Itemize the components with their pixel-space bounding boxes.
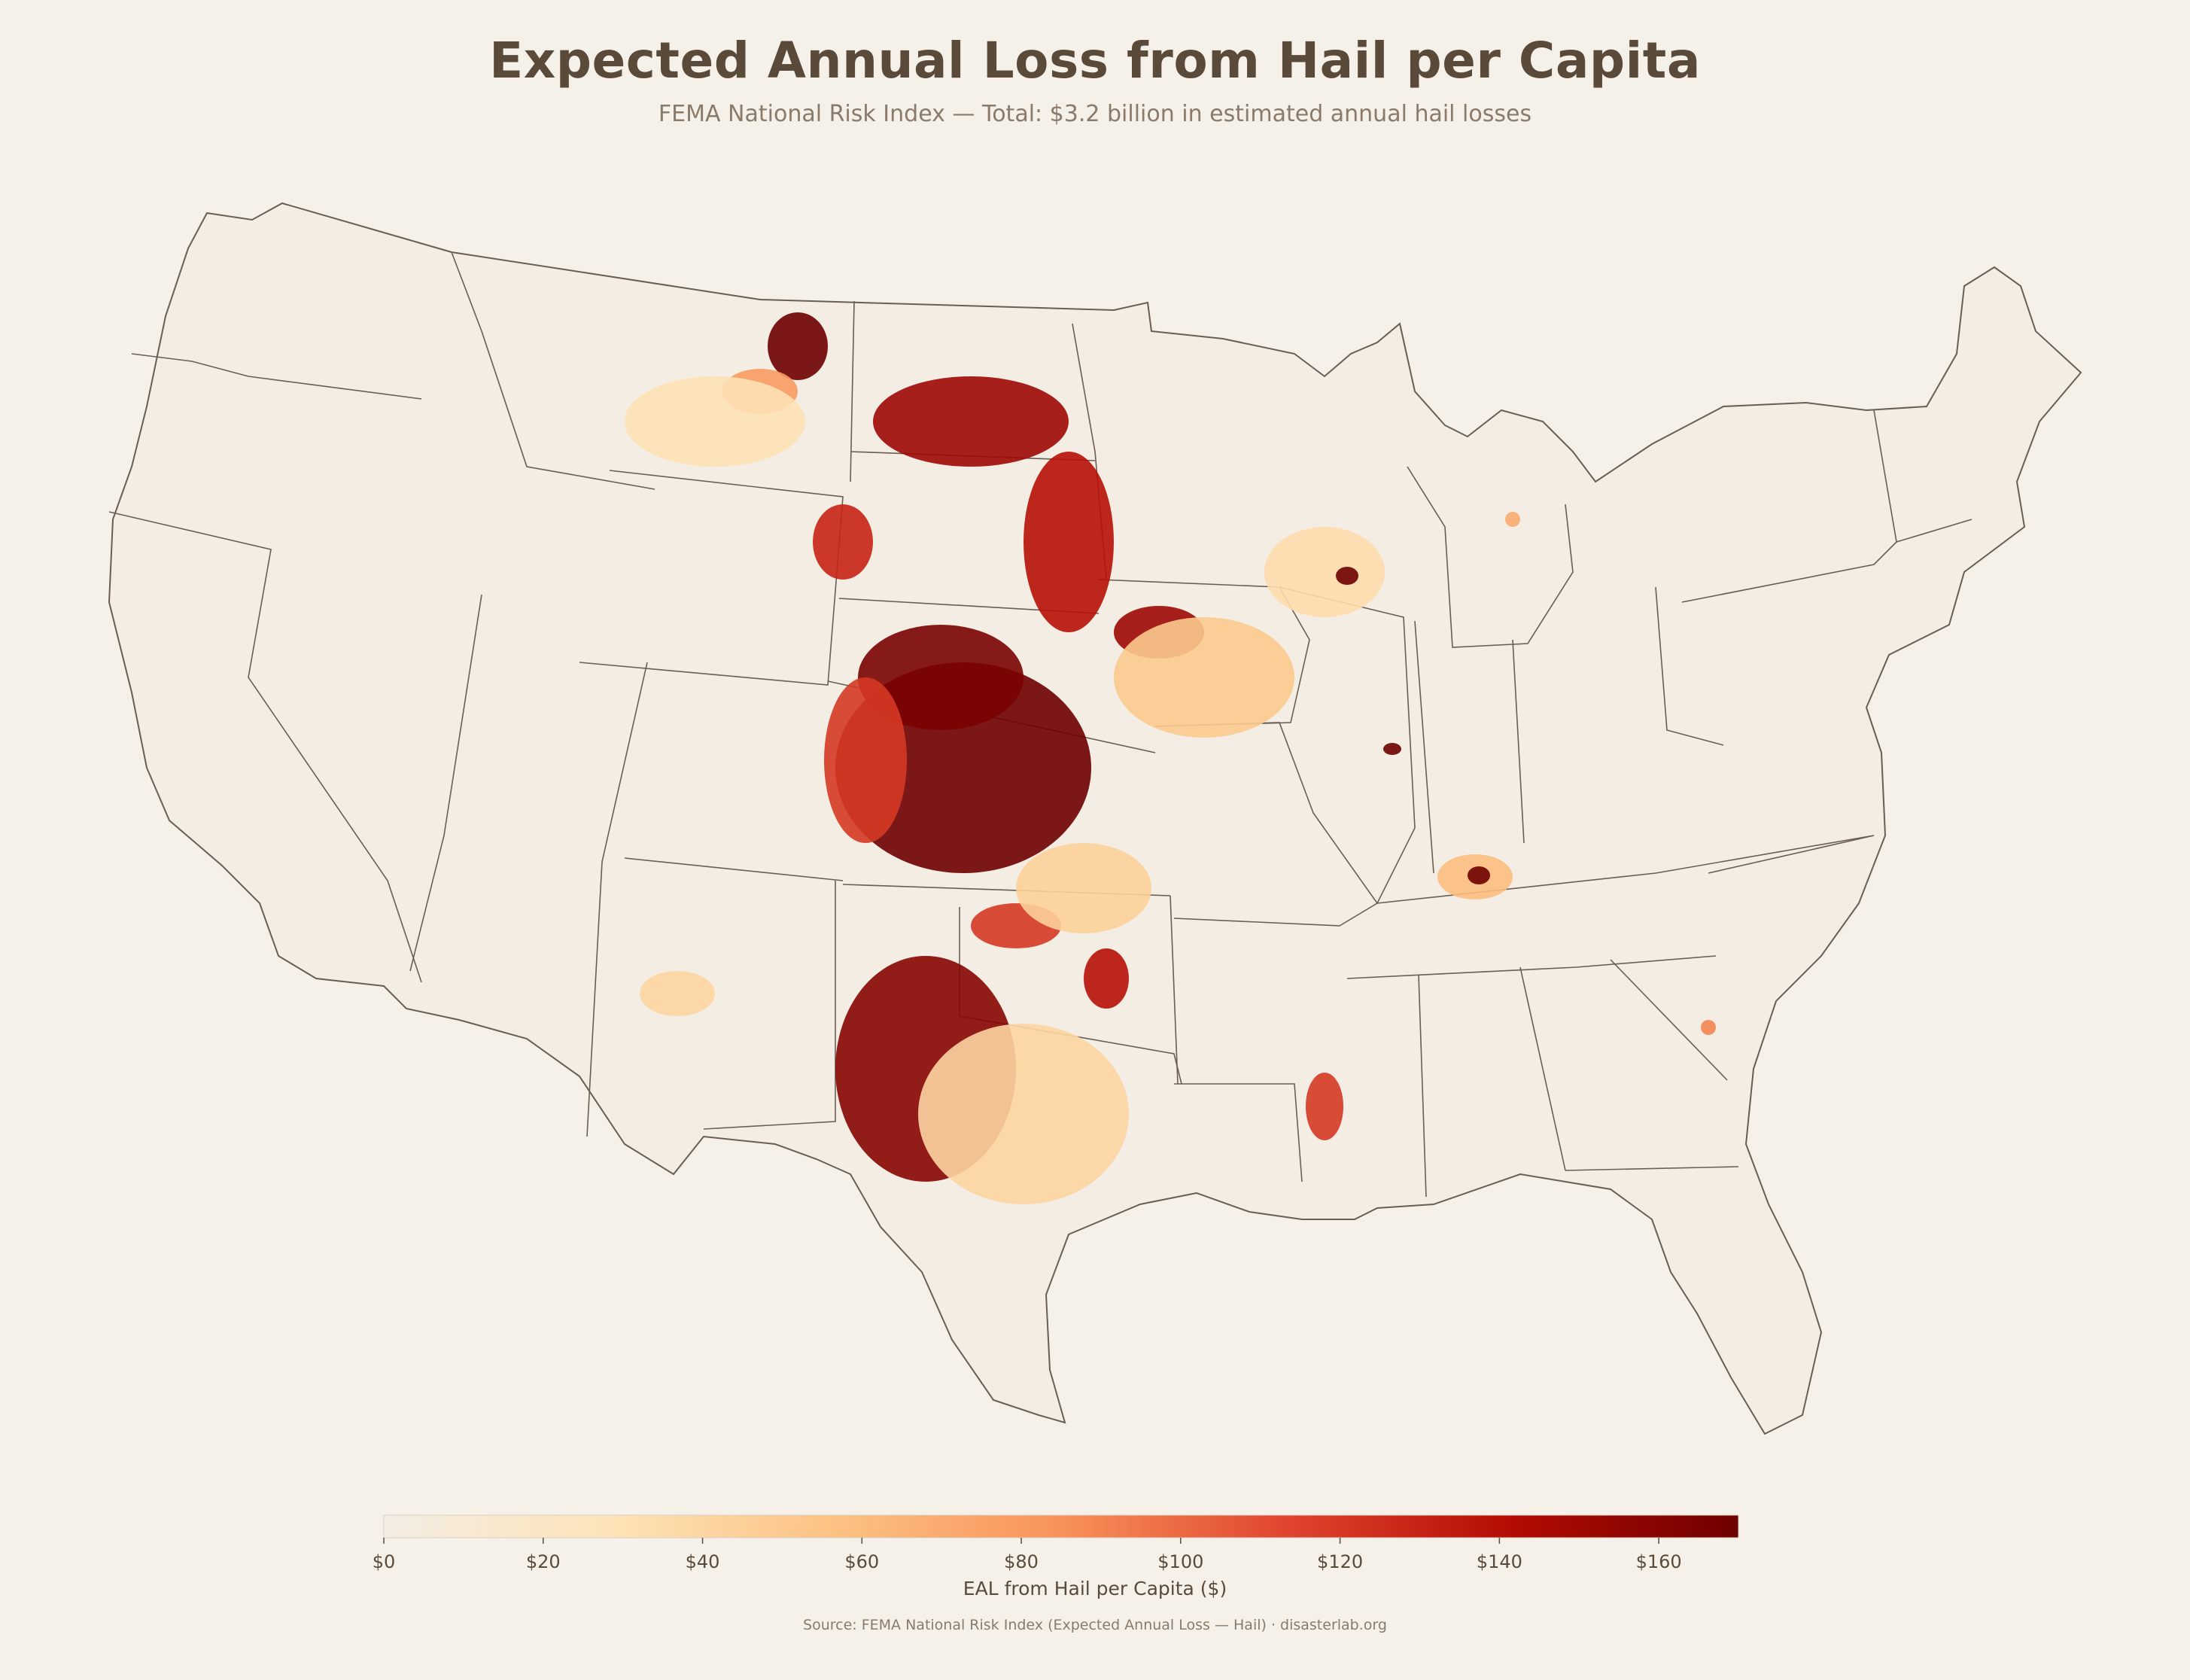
hail-risk-region xyxy=(873,376,1069,467)
hail-risk-region xyxy=(1505,512,1520,527)
border-al-ga xyxy=(1519,966,1566,1171)
legend-tick-label: $140 xyxy=(1477,1551,1522,1572)
legend-tick-label: $20 xyxy=(526,1551,561,1572)
hail-risk-region xyxy=(640,971,715,1016)
border-nm-tx xyxy=(703,881,836,1130)
border-ut-co xyxy=(586,662,648,1137)
legend-ticks: $0 $20 $40 $60 $80 $100 $120 $140 $160 xyxy=(373,1538,1682,1572)
legend-tick-label: $60 xyxy=(844,1551,879,1572)
border-ny-pa xyxy=(1681,541,1897,603)
border-mi xyxy=(1407,466,1574,648)
legend-tick-label: $100 xyxy=(1157,1551,1203,1572)
border-wy xyxy=(579,470,844,686)
legend-title: EAL from Hail per Capita ($) xyxy=(963,1578,1227,1599)
hail-risk-region xyxy=(1016,843,1151,933)
legend-tick-label: $40 xyxy=(686,1551,720,1572)
border-ms-al xyxy=(1418,974,1427,1198)
hail-risk-region xyxy=(768,312,828,380)
hail-risk-region xyxy=(1701,1020,1716,1035)
border-ok-ar xyxy=(1170,895,1179,1085)
hail-risk-region xyxy=(1114,617,1294,738)
hail-risk-region xyxy=(625,376,805,467)
hail-risk-areas xyxy=(625,312,1716,1204)
source-credit: Source: FEMA National Risk Index (Expect… xyxy=(803,1617,1387,1633)
hail-risk-region xyxy=(813,504,873,580)
border-ga-sc xyxy=(1610,959,1728,1081)
border-in-oh xyxy=(1512,639,1525,844)
map-land xyxy=(108,202,2082,1435)
hail-risk-region xyxy=(824,677,907,843)
border-ar-la-ms xyxy=(1174,1083,1303,1182)
legend-tick-label: $160 xyxy=(1636,1551,1682,1572)
border-tn-south xyxy=(1346,955,1717,979)
hail-risk-region xyxy=(1306,1073,1343,1140)
border-new-england xyxy=(1873,409,1973,543)
hail-risk-region xyxy=(918,1024,1129,1204)
hail-risk-region xyxy=(1084,948,1129,1009)
hail-risk-region xyxy=(1468,866,1490,884)
legend-tick-label: $80 xyxy=(1004,1551,1039,1572)
border-il-in xyxy=(1414,620,1434,874)
border-id-mt xyxy=(451,251,655,490)
us-outline xyxy=(108,202,2082,1435)
hail-risk-region xyxy=(1383,743,1401,755)
border-co-nm xyxy=(624,857,844,881)
border-oh-pa xyxy=(1655,586,1724,746)
hail-risk-region xyxy=(1336,567,1358,585)
border-wa-or xyxy=(131,353,422,400)
legend-tick-label: $0 xyxy=(373,1551,396,1572)
border-or-ca-nv xyxy=(108,511,422,983)
legend-tick-label: $120 xyxy=(1317,1551,1363,1572)
border-nv-ut xyxy=(409,594,482,972)
hail-risk-region xyxy=(1024,452,1114,632)
hail-risk-region xyxy=(1264,527,1385,617)
map-title: Expected Annual Loss from Hail per Capit… xyxy=(489,32,1701,90)
legend-colorbar xyxy=(383,1514,1739,1538)
border-ga-fl xyxy=(1565,1166,1739,1171)
border-nc-va xyxy=(1708,835,1875,874)
hail-risk-region xyxy=(858,625,1024,730)
map-subtitle: FEMA National Risk Index — Total: $3.2 b… xyxy=(658,101,1532,127)
